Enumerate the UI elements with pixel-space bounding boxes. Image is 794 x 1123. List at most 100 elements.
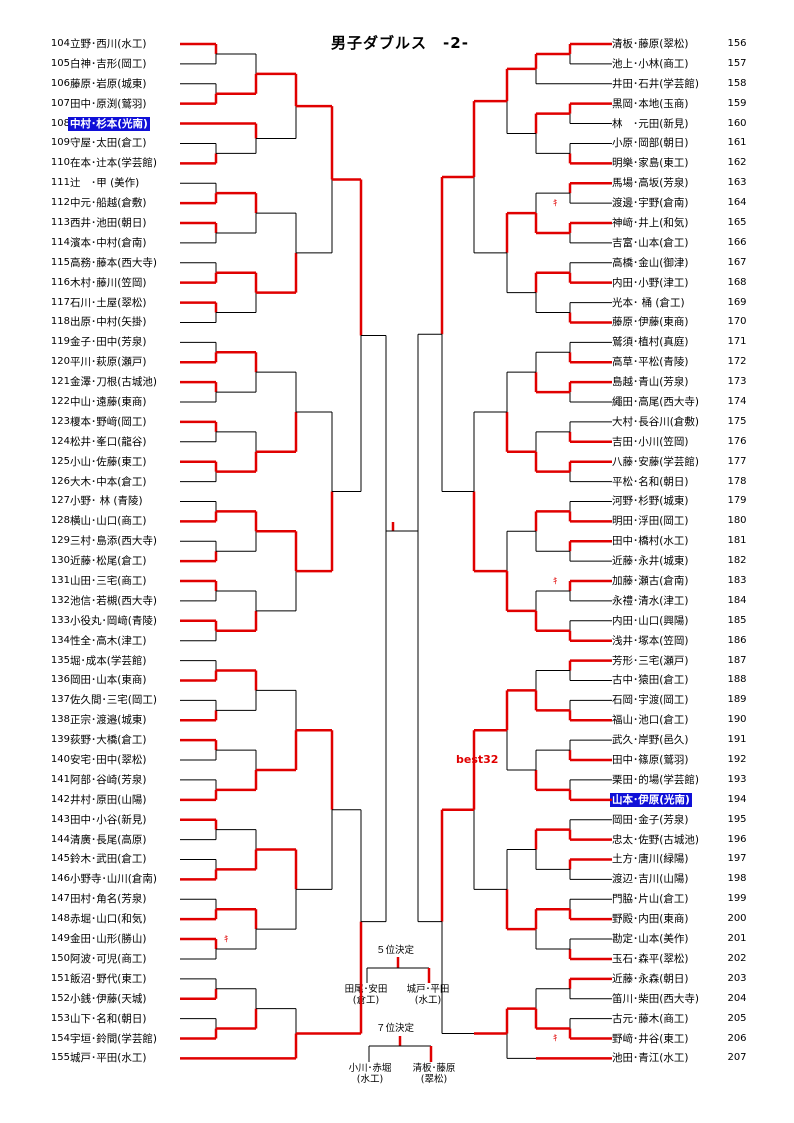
entry-number: 173 [727, 376, 747, 388]
entry-name: 田中･小谷(新見) [70, 813, 147, 826]
entry-name: 近藤･永森(朝日) [612, 972, 689, 985]
entry-number: 157 [727, 57, 747, 69]
entry-number: 148 [50, 913, 70, 925]
entry-number: 200 [727, 913, 747, 925]
entry-name: 正宗･渡邉(城東) [70, 714, 147, 727]
entry-number: 185 [727, 614, 747, 626]
entry-name: 高草･平松(青陵) [612, 356, 689, 369]
entry-number: 110 [50, 157, 70, 169]
entry-name: 中山･遠藤(東商) [70, 396, 147, 409]
entry-number: 106 [50, 77, 70, 89]
entry-number: 199 [727, 893, 747, 905]
entry-name: 笛川･柴田(西大寺) [612, 992, 699, 1005]
entry-name: 門脇･片山(倉工) [612, 893, 689, 906]
entry-number: 149 [50, 933, 70, 945]
entry-number: 113 [50, 217, 70, 228]
entry-number: 202 [727, 952, 747, 964]
entry-name: 木村･藤川(笠岡) [70, 276, 147, 289]
entry-number: 112 [50, 197, 70, 209]
entry-number: 184 [727, 594, 747, 606]
entry-name: 小原･岡部(朝日) [612, 137, 689, 150]
entry-number: 160 [727, 117, 747, 129]
entry-name: 池田･青江(水工) [612, 1052, 689, 1065]
entry-name: 大村･長谷川(倉敷) [612, 415, 699, 428]
entry-number: 183 [727, 575, 747, 587]
retire-mark: ｷ [553, 199, 558, 209]
entry-name: 三村･島添(西大寺) [70, 535, 157, 548]
entry-number: 179 [727, 495, 747, 507]
place5-b-school: (水工) [414, 995, 442, 1006]
entry-number: 135 [50, 654, 70, 666]
entry-name: 小野･ 林 (青陵) [70, 495, 143, 508]
entry-number: 165 [727, 217, 747, 228]
entry-number: 109 [50, 137, 70, 149]
entry-name: 阿波･可児(商工) [70, 952, 147, 965]
entry-number: 189 [727, 694, 747, 706]
entry-name: 神﨑･井上(和気) [612, 217, 689, 229]
place7-label: ７位決定 [375, 1023, 414, 1034]
entry-number: 111 [50, 177, 70, 189]
entry-name: 堀･成本(学芸館) [70, 654, 147, 667]
page-title: 男子ダブルス -2- [331, 34, 469, 52]
entry-name: 立野･西川(水工) [70, 38, 147, 50]
entry-number: 117 [50, 296, 70, 308]
entry-name: 在本･辻本(学芸館) [70, 157, 157, 170]
entry-number: 180 [727, 515, 747, 527]
entry-number: 177 [727, 455, 747, 467]
entry-name: 繩田･高尾(西大寺) [612, 396, 699, 409]
entry-number: 105 [50, 57, 70, 69]
entry-name: 横山･山口(商工) [70, 515, 147, 528]
entry-name: 大木･中本(倉工) [70, 475, 147, 488]
entry-name: 永禮･清水(津工) [612, 594, 689, 607]
entry-number: 168 [727, 276, 747, 288]
entry-name: 吉田･小川(笠岡) [612, 435, 689, 448]
entry-number: 121 [50, 376, 70, 388]
entry-number: 163 [727, 177, 747, 189]
entry-name: 濱本･中村(倉南) [70, 236, 147, 249]
entry-number: 182 [727, 555, 747, 567]
entry-number: 170 [727, 316, 747, 328]
entry-name: 武久･岸野(邑久) [612, 734, 689, 747]
place5-a-names: 田尾･安田 [344, 984, 388, 995]
retire-mark: ｷ [224, 935, 229, 945]
entry-name: 金田･山形(勝山) [70, 933, 147, 946]
entry-number: 190 [727, 714, 747, 726]
entry-number: 181 [727, 535, 747, 547]
entry-number: 154 [50, 1032, 70, 1044]
entry-name: 島越･青山(芳泉) [612, 376, 689, 389]
entry-name: 平松･名和(朝日) [612, 475, 689, 488]
entry-number: 104 [50, 38, 70, 49]
entry-number: 174 [727, 396, 747, 408]
entry-name: 渡邊･宇野(倉南) [612, 197, 689, 210]
entry-name: 藤原･伊藤(東商) [612, 316, 689, 329]
entry-number: 130 [50, 555, 70, 567]
entry-number: 116 [50, 276, 70, 288]
entry-number: 193 [727, 773, 747, 785]
entry-name: 吉富･山本(倉工) [612, 236, 689, 249]
entry-name: 八藤･安藤(学芸館) [612, 455, 699, 468]
entry-name: 中元･船越(倉敷) [70, 197, 147, 210]
entry-name: 田村･角名(芳泉) [70, 893, 147, 906]
entry-name: 石川･土屋(翠松) [70, 296, 147, 309]
entry-name: 古元･藤木(商工) [612, 1012, 689, 1025]
entry-name: 明田･浮田(岡工) [612, 515, 689, 528]
entry-name: 野殿･内田(東商) [612, 913, 689, 926]
entry-number: 144 [50, 833, 70, 845]
entry-name: 金澤･刀根(古城池) [70, 376, 157, 389]
entry-number: 136 [50, 674, 70, 686]
entry-number: 108 [50, 117, 70, 129]
entry-name: 岡田･山本(東商) [70, 674, 147, 687]
entry-number: 123 [50, 415, 70, 427]
entry-number: 129 [50, 535, 70, 547]
entry-number: 143 [50, 813, 70, 825]
entry-number: 107 [50, 97, 70, 109]
entry-name: 藤原･岩原(城東) [70, 77, 147, 90]
entry-name: 山田･三宅(商工) [70, 575, 147, 588]
entry-name: 安宅･田中(翠松) [70, 754, 147, 767]
entry-name: 池上･小林(商工) [612, 57, 689, 70]
place7-b-school: (翠松) [420, 1074, 448, 1085]
entry-name: 山下･名和(朝日) [70, 1012, 147, 1025]
entry-number: 156 [727, 38, 747, 49]
entry-name: 内田･小野(津工) [612, 276, 689, 289]
entry-number: 161 [727, 137, 747, 149]
